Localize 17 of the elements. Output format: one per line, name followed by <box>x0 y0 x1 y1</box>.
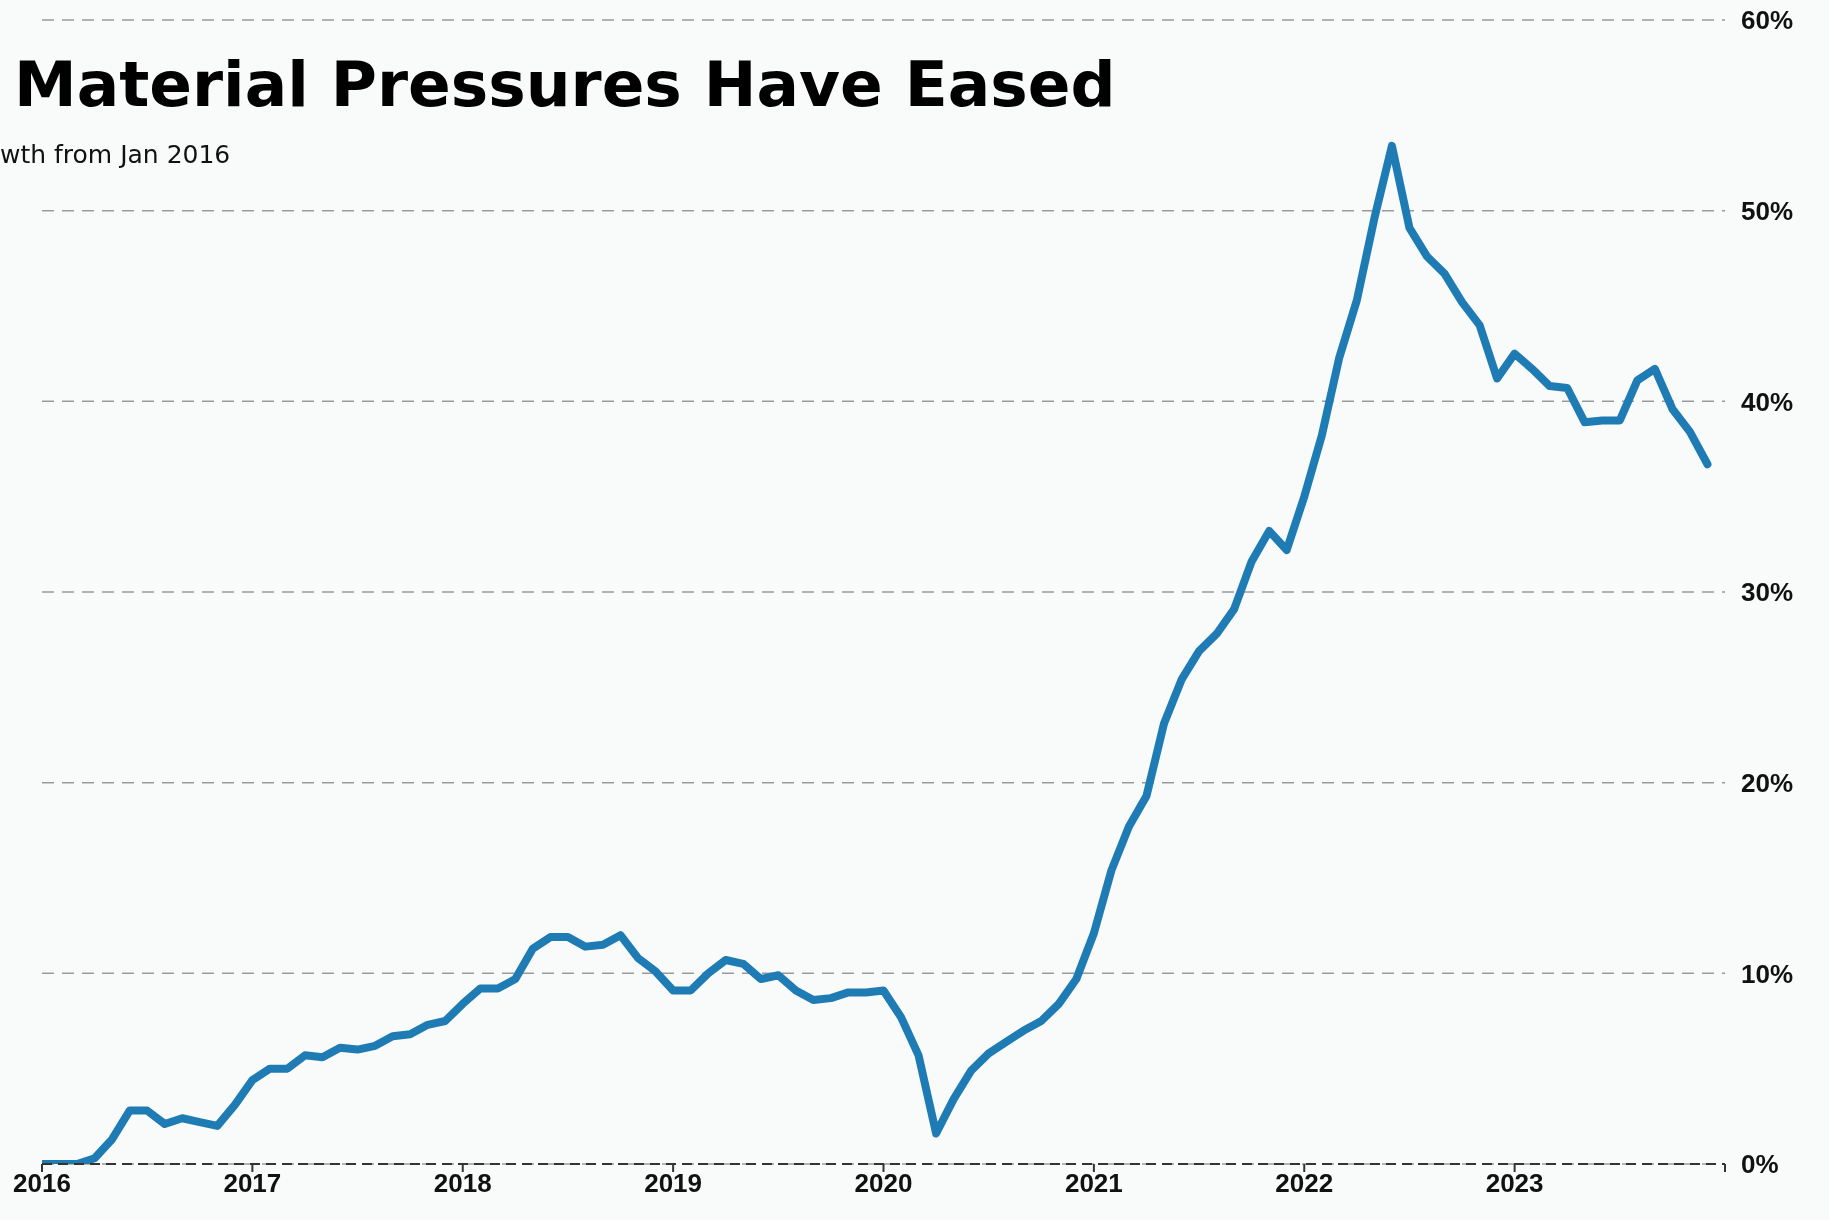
x-tick-label: 2022 <box>1275 1168 1334 1199</box>
x-tick-label: 2021 <box>1064 1168 1123 1199</box>
text: wth from Jan 2016 <box>0 140 231 169</box>
y-tick-label: 50% <box>1741 195 1794 226</box>
x-tick-label: 2018 <box>433 1168 492 1199</box>
x-tick-label: 2023 <box>1485 1168 1544 1199</box>
x-tick-label: 2020 <box>854 1168 913 1199</box>
y-tick-label: 60% <box>1741 5 1794 36</box>
text: Material Pressures Have Eased <box>14 48 1116 121</box>
y-tick-label: 30% <box>1741 577 1794 608</box>
y-tick-label: 10% <box>1741 958 1794 989</box>
x-tick-label: 2016 <box>13 1168 71 1199</box>
y-tick-label: 20% <box>1741 767 1794 798</box>
x-tick-label: 2017 <box>223 1168 282 1199</box>
x-tick-label: 2019 <box>644 1168 703 1199</box>
y-tick-label: 40% <box>1741 386 1794 417</box>
y-tick-label: 0% <box>1741 1149 1779 1180</box>
